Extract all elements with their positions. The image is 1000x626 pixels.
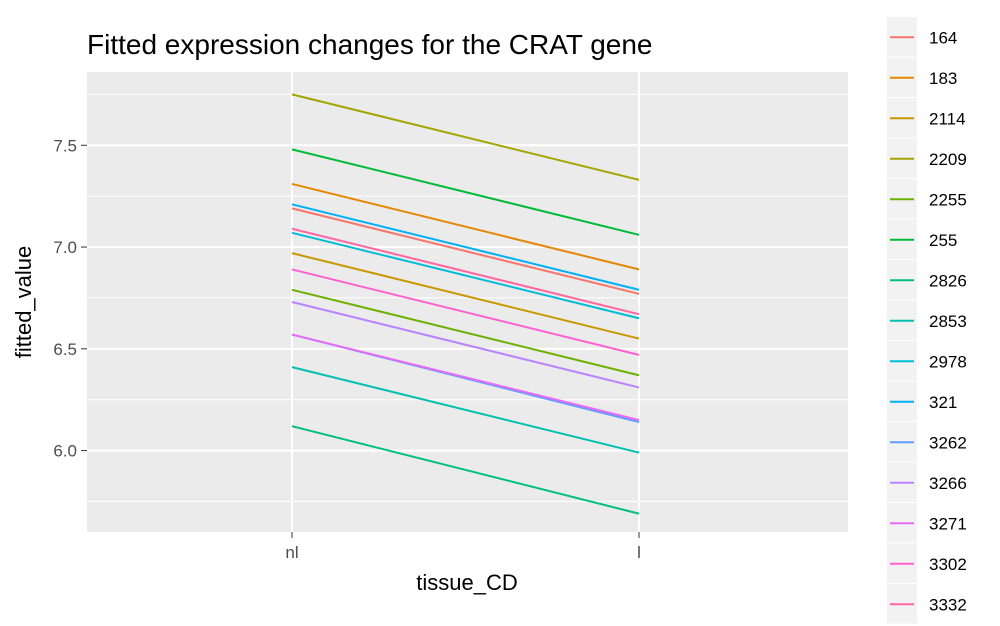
- series-line-2978: [291, 231, 640, 320]
- legend-label-3302: 3302: [929, 555, 967, 574]
- series-line-2114: [291, 252, 640, 340]
- x-tick-label: l: [637, 543, 641, 562]
- legend-label-183: 183: [929, 69, 957, 88]
- legend-label-3271: 3271: [929, 514, 967, 533]
- legend-label-2209: 2209: [929, 150, 967, 169]
- y-tick-label: 6.0: [53, 442, 77, 461]
- y-tick-label: 6.5: [53, 340, 77, 359]
- series-line-2255: [291, 288, 640, 377]
- chart-title: Fitted expression changes for the CRAT g…: [87, 29, 653, 60]
- series-line-2209: [291, 93, 640, 181]
- legend-label-255: 255: [929, 231, 957, 250]
- grid-minor: [87, 93, 848, 502]
- y-axis-title: fitted_value: [11, 246, 36, 359]
- legend-label-2826: 2826: [929, 271, 967, 290]
- series-line-321: [291, 203, 640, 291]
- legend-label-2853: 2853: [929, 312, 967, 331]
- legend-label-2255: 2255: [929, 190, 967, 209]
- legend-label-3262: 3262: [929, 433, 967, 452]
- legend-label-321: 321: [929, 393, 957, 412]
- series-line-3271: [291, 333, 640, 422]
- x-tick-label: nl: [285, 543, 298, 562]
- series-line-255: [291, 148, 640, 236]
- series-line-3332: [291, 227, 640, 316]
- series-line-183: [291, 182, 640, 271]
- x-axis: nl l: [285, 532, 641, 562]
- series-line-3302: [291, 268, 640, 356]
- legend-label-164: 164: [929, 28, 957, 47]
- legend-label-2114: 2114: [929, 109, 966, 128]
- legend-label-3266: 3266: [929, 474, 967, 493]
- legend-label-3332: 3332: [929, 595, 967, 614]
- y-axis: 6.0 6.5 7.0 7.5: [53, 136, 87, 461]
- series-line-164: [291, 207, 640, 295]
- grid-major: [87, 72, 848, 532]
- plot-panel: [87, 72, 848, 532]
- legend-label-2978: 2978: [929, 352, 967, 371]
- series-line-2853: [291, 366, 640, 454]
- y-tick-label: 7.0: [53, 238, 77, 257]
- x-axis-title: tissue_CD: [416, 570, 517, 595]
- y-tick-label: 7.5: [53, 136, 77, 155]
- legend: 164 183 2114 2209 2255 255 2826 2853 2978 321 3262…: [887, 17, 967, 624]
- series-lines: [291, 93, 640, 515]
- series-line-2826: [291, 425, 640, 515]
- series-line-3266: [291, 301, 640, 389]
